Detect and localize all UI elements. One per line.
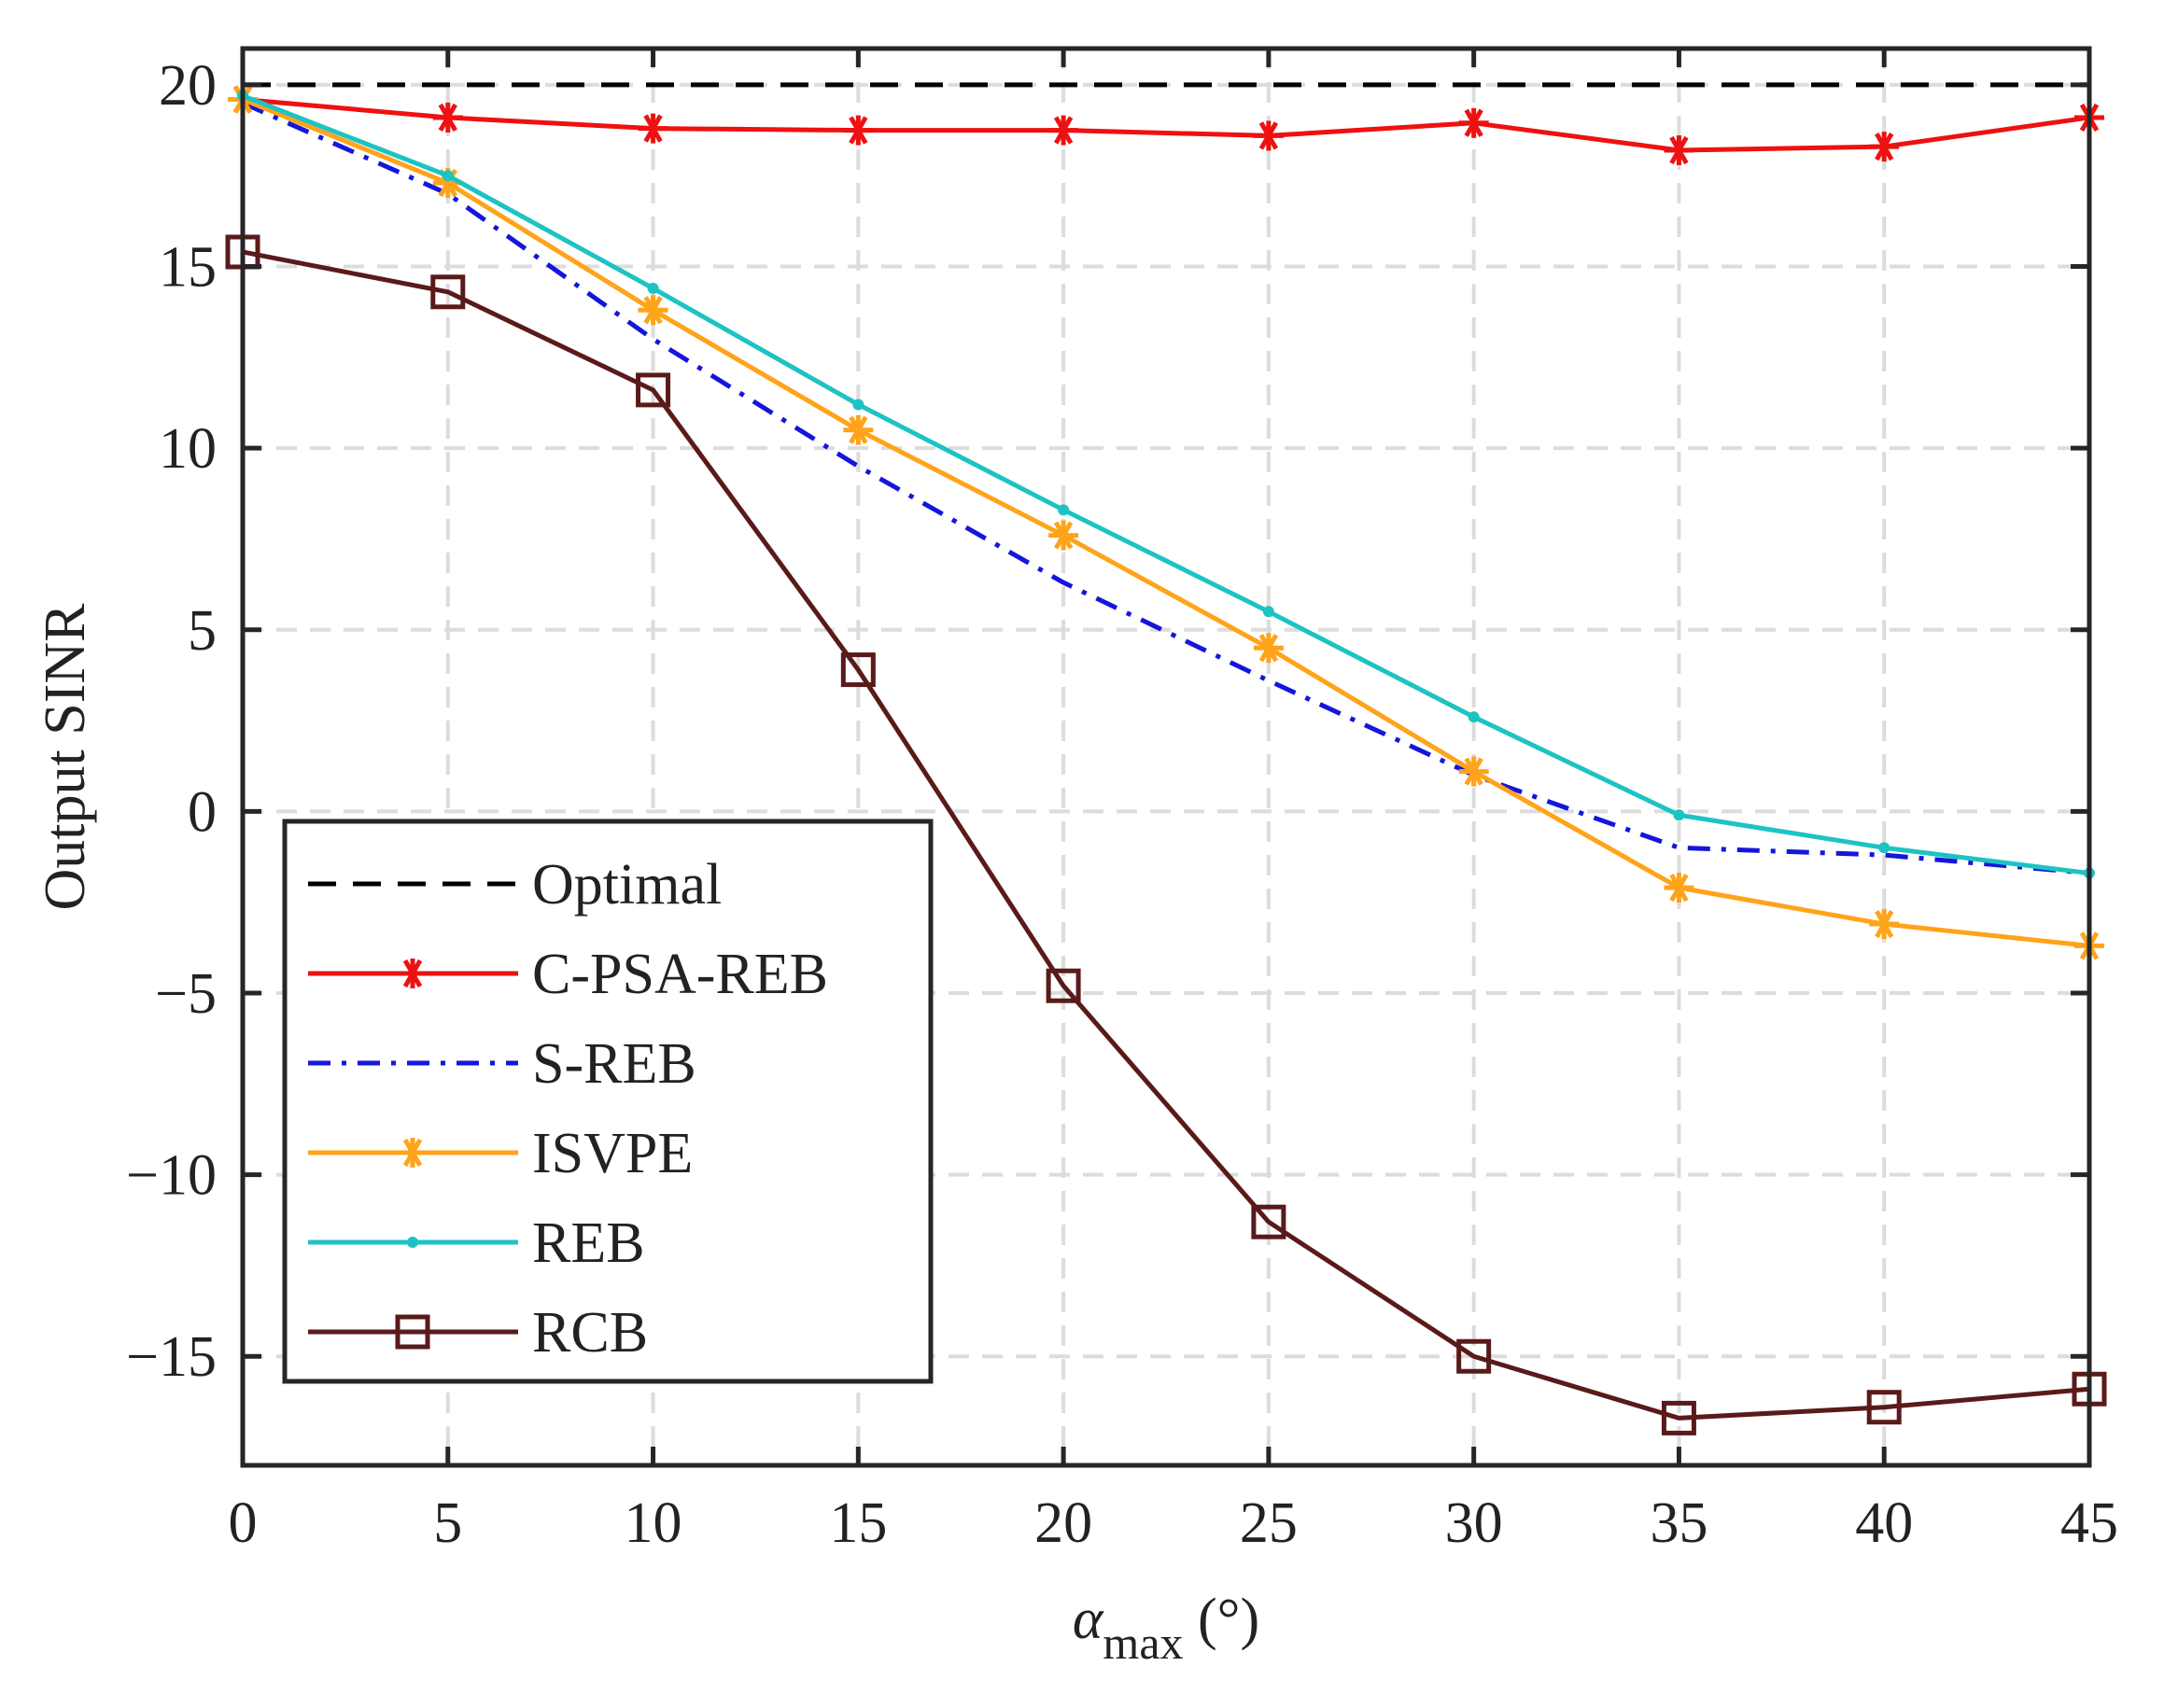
y-tick-label: 10 [159, 417, 217, 481]
marker-dot [1878, 842, 1890, 854]
marker-square [430, 274, 466, 310]
legend-entry: RCB [308, 1301, 648, 1365]
x-tick-label: 10 [625, 1491, 682, 1555]
marker-asterisk [1869, 909, 1900, 940]
series-line [241, 101, 2090, 876]
legend-label: RCB [532, 1301, 648, 1365]
series-rcb [225, 234, 2107, 1435]
y-tick-label: −5 [155, 962, 217, 1026]
legend-entry: Optimal [308, 853, 722, 917]
marker-square [1251, 1204, 1286, 1239]
x-tick-label: 40 [1855, 1491, 1913, 1555]
y-tick-label: −15 [126, 1325, 217, 1389]
y-axis-label: Output SINR [34, 603, 97, 911]
plot-frame [240, 46, 2092, 1468]
x-tick-label: 0 [229, 1491, 258, 1555]
marker-dot [1673, 809, 1685, 821]
legend-entry: S-REB [308, 1032, 696, 1096]
series-s-reb [241, 101, 2090, 876]
marker-asterisk [398, 959, 428, 988]
x-axis-label: αmax (°) [1073, 1588, 1259, 1669]
marker-asterisk [1869, 132, 1900, 162]
y-tick-label: 0 [188, 780, 217, 844]
x-tick-label: 25 [1240, 1491, 1298, 1555]
x-tick-label: 15 [829, 1491, 887, 1555]
marker-asterisk [1664, 873, 1694, 903]
legend-label: C-PSA-REB [532, 943, 828, 1006]
marker-asterisk [398, 1138, 428, 1168]
marker-asterisk [1458, 756, 1489, 787]
legend-entry: C-PSA-REB [308, 943, 828, 1006]
series-layer [225, 82, 2107, 1435]
x-tick-label: 35 [1650, 1491, 1707, 1555]
marker-asterisk [843, 115, 874, 146]
legend-box [282, 819, 934, 1384]
series-reb [237, 90, 2095, 879]
marker-asterisk [1253, 633, 1284, 664]
marker-asterisk [843, 414, 874, 445]
marker-square [1046, 968, 1081, 1003]
series-line [242, 97, 2090, 948]
marker-asterisk [432, 102, 463, 133]
marker-dot [852, 399, 864, 411]
marker-square [840, 652, 876, 688]
series-c-psa-reb [228, 84, 2104, 165]
axis-ticks [240, 49, 2092, 1465]
tick-labels: 0 5 10 15 20 25 30 35 40 45 20 15 10 5 0 −5 −10 −15 [126, 54, 2118, 1555]
marker-asterisk [638, 113, 668, 144]
x-axis-label-unit: (°) [1184, 1588, 1260, 1651]
legend-label: S-REB [532, 1032, 696, 1096]
marker-square [636, 372, 671, 408]
marker-asterisk [638, 295, 668, 326]
legend-entry: REB [308, 1211, 645, 1275]
legend-label: Optimal [532, 853, 722, 917]
marker-asterisk [1253, 120, 1284, 151]
marker-square [1661, 1400, 1696, 1435]
y-tick-label: −10 [126, 1144, 217, 1208]
marker-dot [1468, 711, 1480, 723]
legend-entry: ISVPE [308, 1122, 693, 1185]
legend-label: REB [532, 1211, 645, 1275]
marker-square [395, 1314, 430, 1350]
marker-square [1866, 1390, 1902, 1425]
series-line [242, 93, 2090, 876]
marker-asterisk [1664, 134, 1694, 165]
y-tick-label: 5 [188, 599, 217, 663]
x-axis-label-symbol: α [1073, 1588, 1104, 1651]
marker-asterisk [1048, 115, 1079, 146]
x-tick-label: 20 [1034, 1491, 1092, 1555]
marker-dot [1058, 504, 1070, 516]
marker-dot [1262, 606, 1274, 618]
x-tick-label: 45 [2060, 1491, 2118, 1555]
marker-dot [407, 1237, 418, 1248]
legend: Optimal C-PSA-REB S-REB ISVPE REB RCB [282, 819, 934, 1384]
x-tick-label: 30 [1445, 1491, 1503, 1555]
marker-square [1456, 1338, 1492, 1374]
marker-asterisk [1048, 520, 1079, 551]
y-tick-label: 15 [159, 236, 217, 300]
marker-dot [647, 282, 659, 294]
x-axis-label-subscript: max [1103, 1617, 1183, 1669]
series-line [242, 97, 2090, 153]
marker-asterisk [1458, 107, 1489, 138]
x-tick-label: 5 [433, 1491, 462, 1555]
y-tick-label: 20 [159, 54, 217, 118]
marker-dot [442, 170, 454, 182]
legend-label: ISVPE [532, 1122, 693, 1185]
series-line [242, 249, 2090, 1421]
